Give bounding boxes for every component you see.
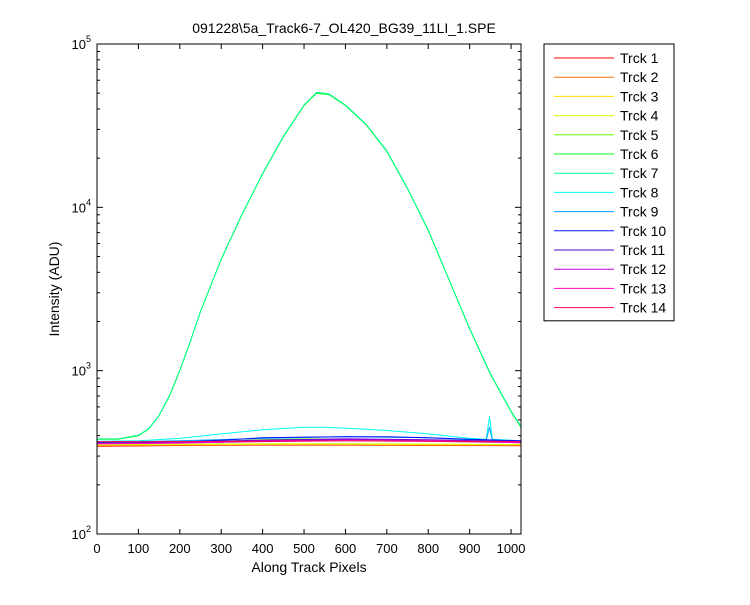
x-tick-label: 500 bbox=[293, 541, 315, 556]
legend-label: Trck 1 bbox=[620, 50, 659, 66]
legend-label: Trck 2 bbox=[620, 69, 659, 85]
x-axis: 0 100 200 300 400 500 600 700 800 900 1000 bbox=[93, 44, 526, 556]
x-tick-label: 0 bbox=[93, 541, 100, 556]
x-tick-label: 600 bbox=[335, 541, 357, 556]
x-tick-label: 1000 bbox=[497, 541, 526, 556]
x-tick-label: 100 bbox=[128, 541, 150, 556]
y-tick-exponent: 2 bbox=[86, 524, 91, 534]
legend-label: Trck 9 bbox=[620, 204, 659, 220]
x-tick-label: 800 bbox=[417, 541, 439, 556]
x-tick-label: 900 bbox=[459, 541, 481, 556]
legend-label: Trck 3 bbox=[620, 88, 659, 104]
legend-label: Trck 11 bbox=[620, 242, 665, 258]
legend: Trck 1 Trck 2 Trck 3 Trck 4 Trck 5 Trck 6 Trck… bbox=[543, 43, 675, 322]
legend-label: Trck 8 bbox=[620, 184, 659, 200]
legend-label: Trck 12 bbox=[620, 261, 666, 277]
legend-box bbox=[543, 43, 675, 322]
x-tick-label: 700 bbox=[376, 541, 398, 556]
legend-label: Trck 14 bbox=[620, 300, 666, 316]
legend-label: Trck 7 bbox=[620, 165, 659, 181]
x-tick-label: 300 bbox=[210, 541, 232, 556]
series-line-4 bbox=[96, 443, 522, 446]
series-layer bbox=[96, 92, 522, 447]
y-axis-label: Intensity (ADU) bbox=[46, 242, 62, 337]
y-tick-exponent: 3 bbox=[86, 361, 91, 371]
series-line-8 bbox=[96, 416, 522, 442]
y-tick-exponent: 5 bbox=[86, 34, 91, 44]
legend-label: Trck 13 bbox=[620, 280, 666, 296]
legend-label: Trck 5 bbox=[620, 127, 659, 143]
series-line-14 bbox=[97, 440, 522, 443]
x-axis-label: Along Track Pixels bbox=[251, 559, 366, 575]
x-tick-label: 400 bbox=[252, 541, 274, 556]
y-tick-exponent: 4 bbox=[86, 197, 91, 207]
series-line-7 bbox=[97, 92, 522, 440]
x-tick-label: 200 bbox=[169, 541, 191, 556]
legend-label: Trck 10 bbox=[620, 223, 666, 239]
plot-frame bbox=[96, 43, 522, 535]
legend-label: Trck 6 bbox=[620, 146, 659, 162]
chart-title: 091228\5a_Track6-7_OL420_BG39_11LI_1.SPE bbox=[192, 20, 496, 36]
legend-label: Trck 4 bbox=[620, 108, 659, 124]
